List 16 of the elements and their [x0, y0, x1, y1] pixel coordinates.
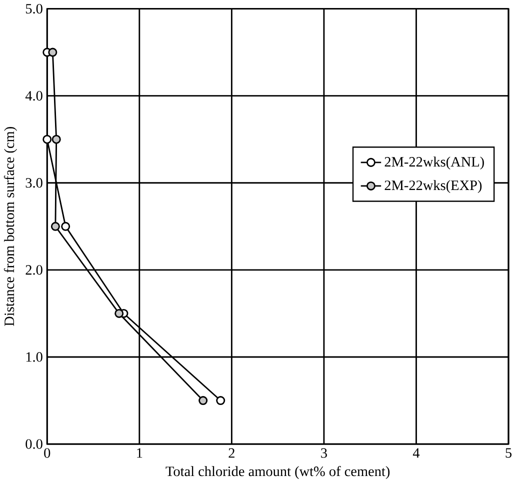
legend-label: 2M-22wks(EXP) [384, 180, 482, 194]
y-tick-label: 2.0 [26, 265, 42, 275]
x-axis-title: Total chloride amount (wt% of cement) [166, 466, 390, 480]
x-tick-label: 4 [412, 448, 420, 458]
y-tick-label: 3.0 [26, 178, 42, 188]
x-tick-label: 0 [44, 448, 50, 458]
y-tick-label: 1.0 [26, 352, 42, 362]
x-tick-label: 3 [321, 448, 327, 458]
x-tick-label: 5 [506, 448, 512, 458]
x-tick-label: 2 [228, 448, 234, 458]
y-tick-label: 5.0 [26, 4, 42, 14]
y-tick-label: 4.0 [25, 91, 42, 101]
x-tick-label: 1 [137, 448, 142, 458]
y-tick-label: 0.0 [26, 439, 42, 449]
legend-label: 2M-22wks(ANL) [384, 156, 484, 170]
y-axis-title: Distance from bottom surface (cm) [4, 127, 18, 326]
